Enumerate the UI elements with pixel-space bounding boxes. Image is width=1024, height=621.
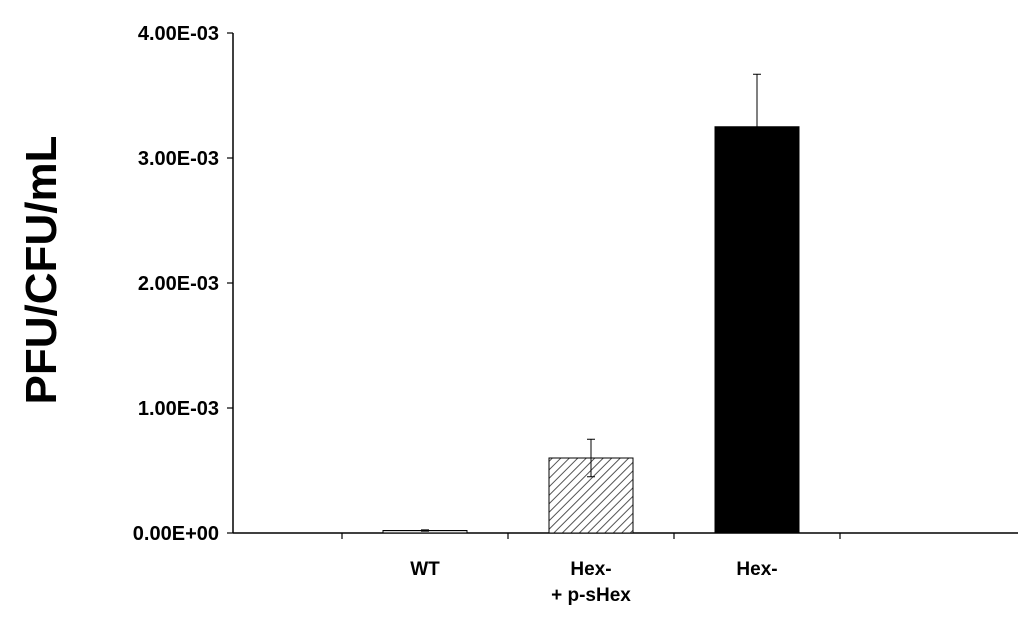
bar (714, 126, 800, 534)
y-tick-labels: 0.00E+00 1.00E-03 2.00E-03 3.00E-03 4.00E-03 (133, 23, 219, 545)
y-tick-label: 0.00E+00 (133, 523, 219, 545)
y-tick-label: 2.00E-03 (138, 273, 219, 295)
y-tick-label: 4.00E-03 (138, 23, 219, 45)
x-category-label: Hex- (570, 559, 611, 580)
y-tick-label: 1.00E-03 (138, 398, 219, 420)
x-category-label: WT (410, 559, 440, 580)
x-category-labels: WT Hex- + p-sHex Hex- (410, 559, 777, 606)
x-category-label: Hex- (736, 559, 777, 580)
y-axis-title: PFU/CFU/mL (17, 136, 66, 405)
chart-error-bars (421, 73, 761, 532)
x-category-label: + p-sHex (551, 585, 631, 606)
y-tick-label: 3.00E-03 (138, 148, 219, 170)
